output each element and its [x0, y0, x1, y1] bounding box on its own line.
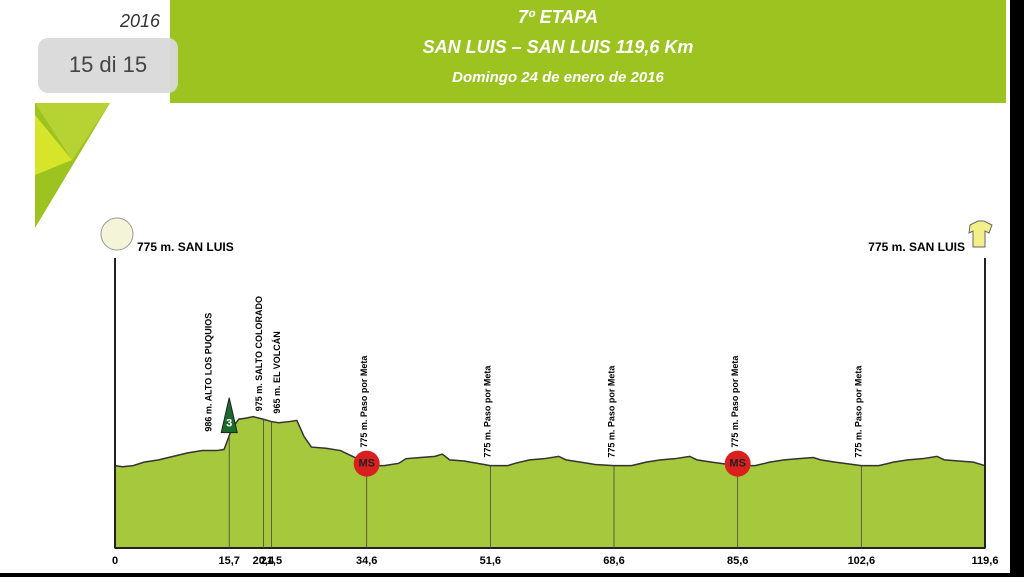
- start-label: 775 m. SAN LUIS: [137, 240, 234, 254]
- header-band: [170, 0, 1006, 103]
- sprint-label: MS: [729, 458, 746, 470]
- sprint-label: MS: [358, 458, 375, 470]
- sprint-icon: [353, 450, 380, 477]
- profile-area: [114, 415, 986, 549]
- climb-icon: [220, 397, 238, 434]
- x-tick-label: 21,5: [261, 555, 282, 567]
- start-icon: [100, 217, 134, 251]
- x-tick-label: 34,6: [356, 555, 377, 567]
- stage: 7º ETAPA: [518, 7, 598, 27]
- profile: 0 15,7 20,421,5 34,6 51,6 68,6 85,6 102,6 119,6 3…: [112, 258, 999, 567]
- counter: 15 di 15: [69, 52, 147, 77]
- finish-icon: [968, 220, 993, 248]
- x-tick-label: 51,6: [480, 555, 501, 567]
- logo-triangle: [35, 103, 110, 228]
- annotation: 775 m. Paso por Meta: [483, 365, 493, 458]
- x-tick-label: 15,7: [218, 555, 239, 567]
- annotation: 775 m. Paso por Meta: [854, 365, 864, 458]
- x-tick-label: 0: [112, 555, 118, 567]
- finish-label: 775 m. SAN LUIS: [868, 240, 965, 254]
- annotation: 775 m. Paso por Meta: [359, 355, 369, 448]
- x-tick-label: 102,6: [848, 555, 876, 567]
- date: Domingo 24 de enero de 2016: [452, 69, 664, 86]
- annotation: 775 m. Paso por Meta: [730, 355, 740, 448]
- logo-triangle: [35, 115, 72, 175]
- edge: [0, 573, 1024, 577]
- logo-triangle: [35, 103, 110, 160]
- x-tick-label: 85,6: [727, 555, 748, 567]
- annotation: 986 m. ALTO LOS PUQUIOS: [204, 313, 214, 432]
- logo-year: 2016: [119, 11, 161, 31]
- route: SAN LUIS – SAN LUIS 119,6 Km: [423, 37, 694, 57]
- x-tick-label: 20,4: [253, 555, 275, 567]
- x-tick-label: 119,6: [972, 555, 999, 567]
- annotation: 975 m. SALTO COLORADO: [254, 296, 264, 411]
- annotation: 965 m. EL VOLCÁN: [272, 331, 282, 413]
- sprint-icon: [724, 450, 751, 477]
- counter-badge: [38, 38, 178, 93]
- annotation: 775 m. Paso por Meta: [606, 365, 616, 458]
- x-tick-label: 68,6: [603, 555, 624, 567]
- climb-category: 3: [226, 418, 232, 430]
- edge: [1010, 0, 1024, 577]
